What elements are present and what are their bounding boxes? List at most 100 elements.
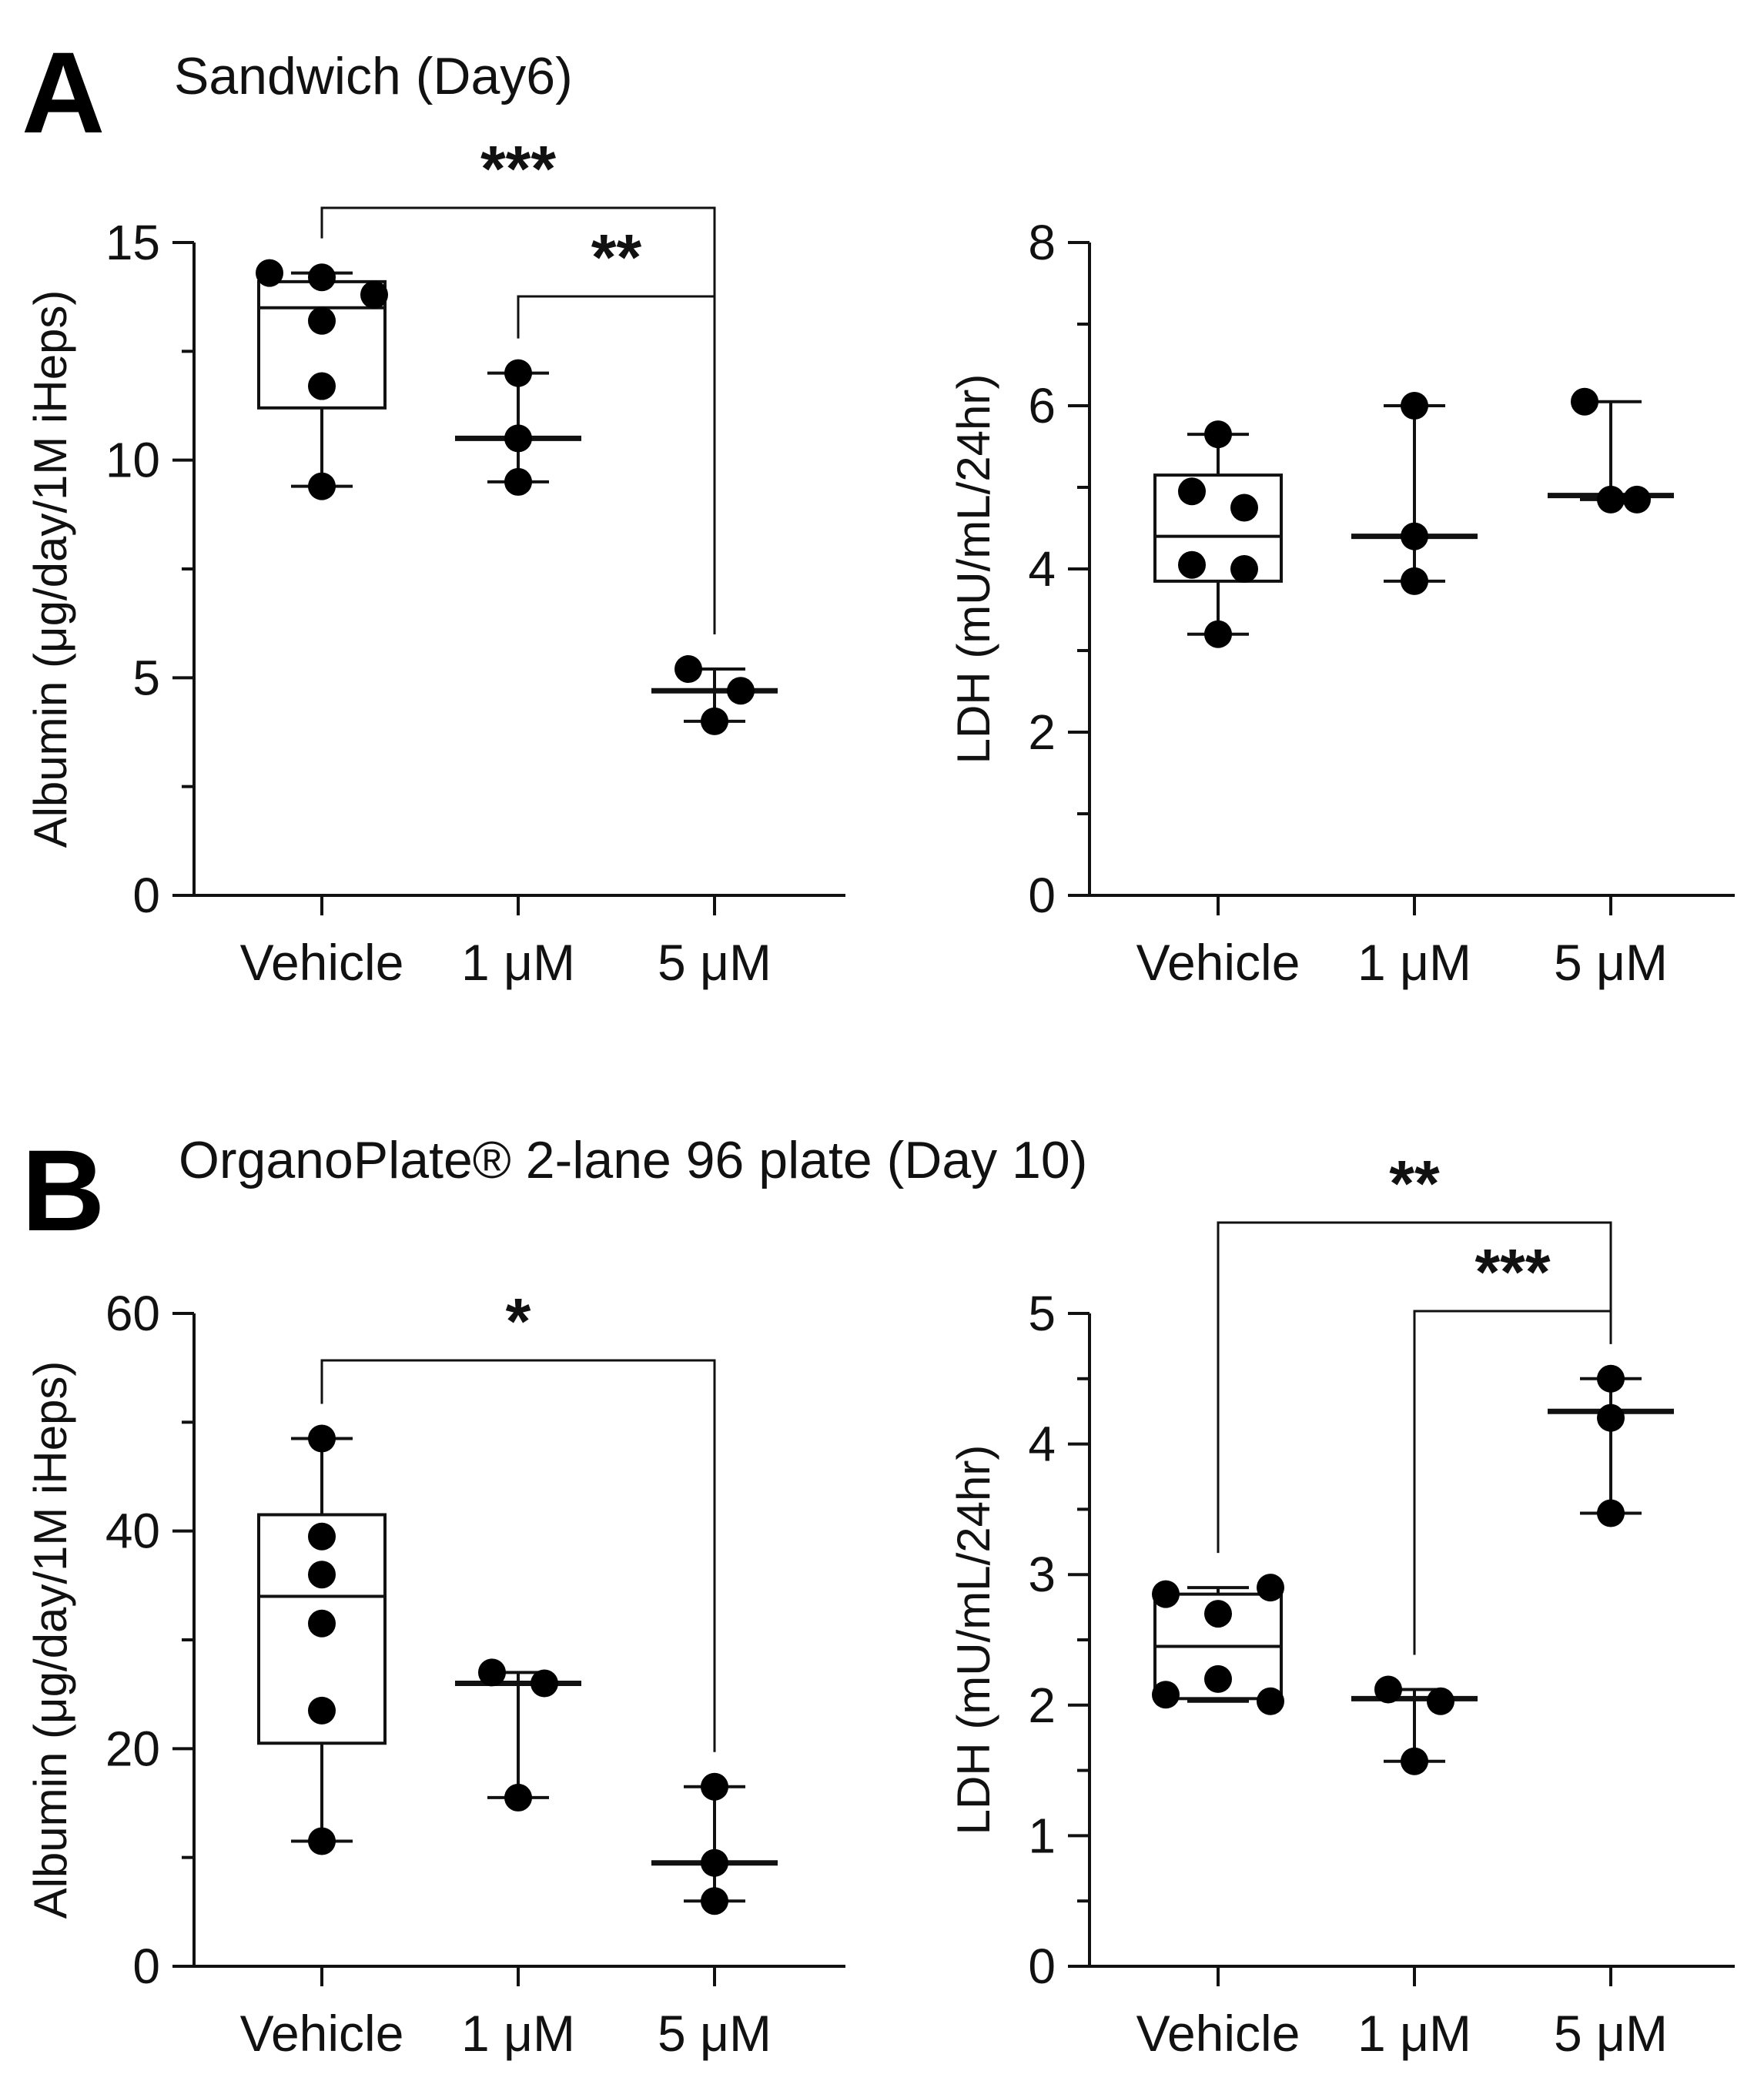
data-point [674, 655, 702, 684]
data-point [1401, 522, 1428, 550]
data-point [504, 1783, 532, 1812]
data-point [701, 1772, 728, 1801]
data-point [727, 677, 755, 705]
y-tick-label: 8 [1028, 215, 1056, 270]
x-tick-label: 5 μM [1554, 934, 1668, 991]
significance-label: *** [480, 132, 556, 205]
x-tick-label: 5 μM [658, 934, 772, 991]
group-2 [651, 1772, 778, 1915]
chart-albumin-sandwich: 0 5 10 15 Albumin (μg/day/1M iHeps) Vehicle 1 … [25, 132, 845, 991]
data-point [1401, 1747, 1428, 1775]
y-tick-label: 2 [1028, 1678, 1056, 1733]
significance-label: ** [591, 221, 642, 293]
data-point [1204, 1600, 1232, 1628]
group-2 [651, 655, 778, 735]
data-point [504, 359, 532, 387]
y-tick-label: 4 [1028, 541, 1056, 597]
data-point [701, 1848, 728, 1877]
box [1153, 473, 1283, 583]
x-tick-label: Vehicle [240, 934, 404, 991]
data-point [308, 1424, 336, 1453]
panel-letter-b: B [22, 1126, 105, 1255]
y-tick-label: 15 [105, 215, 160, 270]
data-point [1427, 1687, 1454, 1715]
significance-bracket: ** [517, 221, 716, 635]
y-tick-label: 10 [105, 433, 160, 488]
y-tick-label: 1 [1028, 1808, 1056, 1863]
data-point [1623, 485, 1651, 514]
group-2 [1548, 387, 1674, 514]
panel-letter-a: A [22, 28, 105, 157]
data-point [308, 263, 336, 292]
data-point [1178, 550, 1206, 579]
y-tick-label: 60 [105, 1286, 160, 1341]
group-0 [256, 259, 388, 500]
bracket-line [1413, 1310, 1612, 1655]
data-point [1597, 1403, 1625, 1432]
y-tick-label: 6 [1028, 378, 1056, 433]
y-tick-label: 4 [1028, 1417, 1056, 1472]
x-tick-label: Vehicle [240, 2005, 404, 2062]
data-point [1230, 493, 1258, 522]
x-tick-label: 1 μM [461, 934, 575, 991]
y-tick-label: 0 [1028, 868, 1056, 923]
data-point [504, 424, 532, 453]
significance-label: ** [1389, 1147, 1440, 1219]
chart-albumin-organoplate: 0 20 40 60 Albumin (μg/day/1M iHeps) Vehicle 1… [25, 1285, 845, 2062]
group-0 [1152, 1574, 1284, 1715]
significance-bracket: *** [320, 132, 716, 635]
group-2 [1548, 1364, 1674, 1527]
y-tick-label: 5 [1028, 1286, 1056, 1341]
data-point [308, 1561, 336, 1589]
data-point [1204, 1664, 1232, 1693]
x-tick-label: 1 μM [461, 2005, 575, 2062]
panel-title-a: Sandwich (Day6) [174, 47, 573, 105]
significance-bracket: * [320, 1285, 716, 1752]
x-tick-label: 1 μM [1357, 934, 1471, 991]
x-tick-label: Vehicle [1136, 2005, 1300, 2062]
significance-label: *** [1474, 1236, 1550, 1308]
y-tick-label: 20 [105, 1721, 160, 1776]
data-point [701, 1887, 728, 1915]
data-point [1401, 392, 1428, 420]
x-tick-label: 5 μM [658, 2005, 772, 2062]
data-point [1178, 477, 1206, 506]
data-point [531, 1669, 558, 1698]
data-point [256, 259, 283, 287]
bracket-line [320, 1359, 716, 1752]
data-point [1204, 620, 1232, 648]
group-0 [1153, 420, 1283, 648]
data-point [308, 472, 336, 500]
data-point [308, 1609, 336, 1638]
data-point [1374, 1675, 1402, 1704]
y-tick-label: 2 [1028, 704, 1056, 760]
y-tick-label: 3 [1028, 1547, 1056, 1602]
data-point [1597, 1499, 1625, 1527]
data-point [308, 372, 336, 400]
data-point [308, 1827, 336, 1855]
significance-bracket: ** [1217, 1147, 1612, 1554]
y-tick-label: 0 [132, 1939, 160, 1994]
chart-ldh-sandwich: 0 2 4 6 8 LDH (mU/mL/24hr) Vehicle 1 μM 5 μM [948, 215, 1735, 991]
bracket-line [1217, 1221, 1612, 1554]
group-1 [455, 1658, 581, 1812]
data-point [1257, 1574, 1284, 1602]
bracket-line [517, 295, 716, 635]
data-point [478, 1658, 506, 1687]
x-tick-label: 5 μM [1554, 2005, 1668, 2062]
data-point [308, 1522, 336, 1551]
data-point [308, 306, 336, 335]
data-point [1152, 1580, 1180, 1608]
data-point [1597, 1364, 1625, 1393]
group-1 [1351, 392, 1478, 595]
data-point [701, 707, 728, 735]
group-0 [257, 1424, 387, 1855]
x-tick-label: Vehicle [1136, 934, 1300, 991]
y-axis-title: LDH (mU/mL/24hr) [948, 1445, 999, 1835]
y-axis-title: LDH (mU/mL/24hr) [948, 374, 999, 764]
data-point [1257, 1687, 1284, 1715]
data-point [1401, 567, 1428, 595]
significance-label: * [506, 1285, 531, 1357]
